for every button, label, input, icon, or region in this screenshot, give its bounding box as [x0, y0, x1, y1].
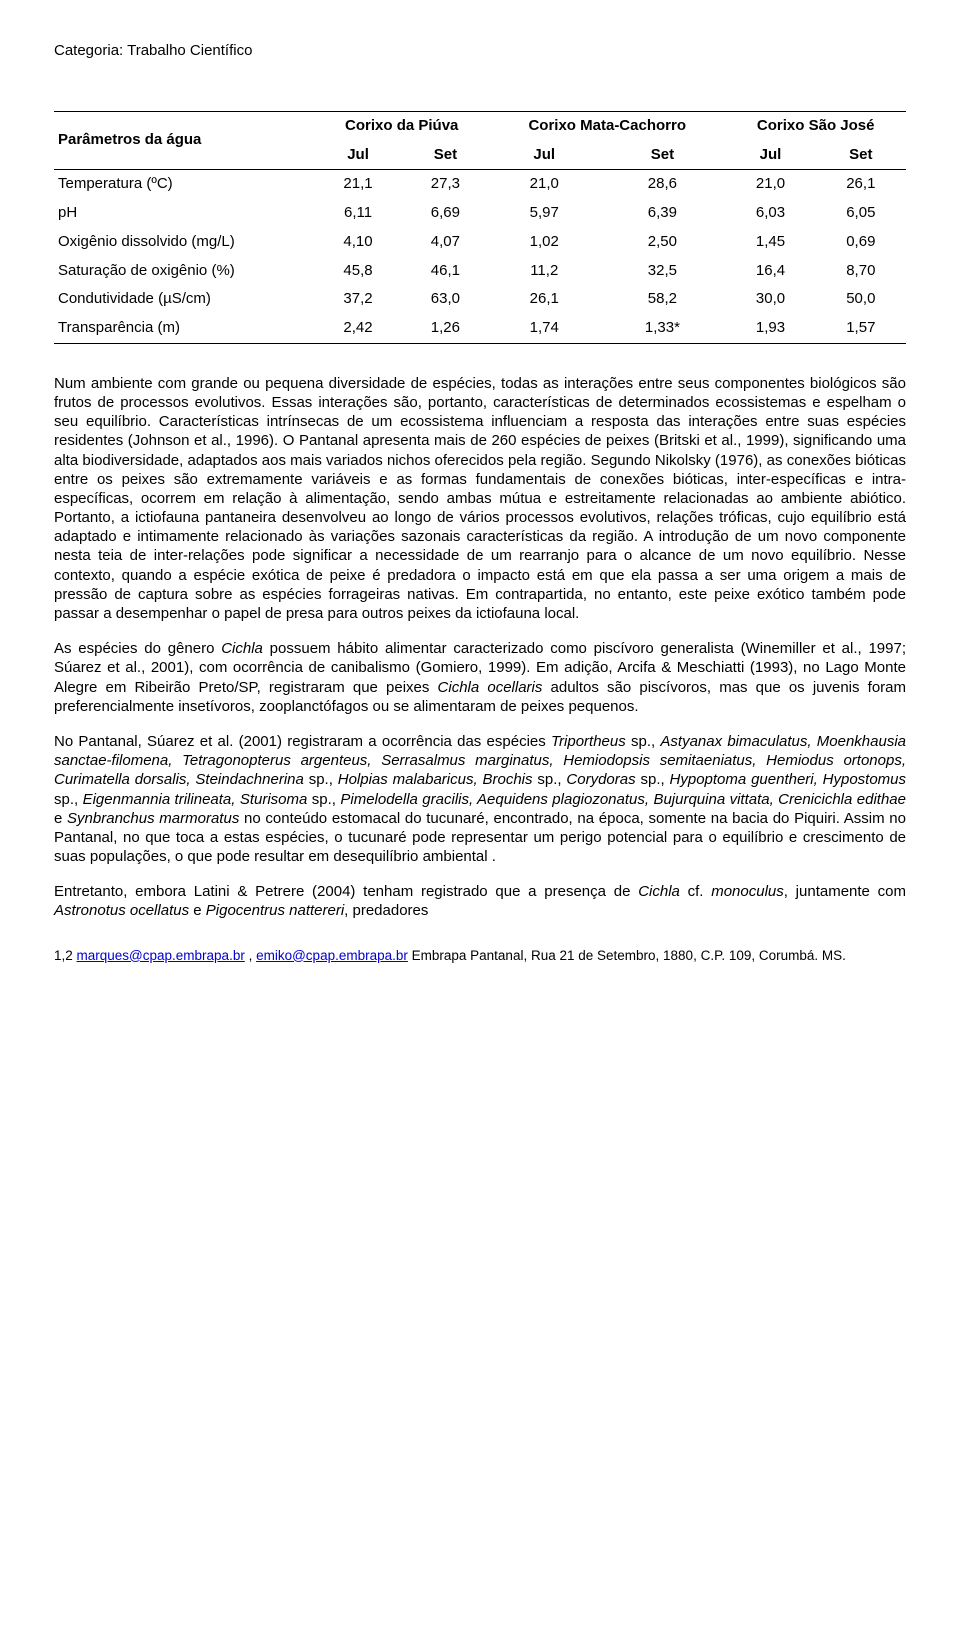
- category-text: Categoria: Trabalho Científico: [54, 42, 906, 61]
- table-cell: 0,69: [816, 228, 906, 257]
- table-cell: 6,39: [599, 199, 725, 228]
- table-cell: 27,3: [402, 170, 489, 199]
- table-cell: 4,07: [402, 228, 489, 257]
- text: As espécies do gênero: [54, 640, 221, 657]
- text: e: [189, 902, 206, 919]
- footer: 1,2 marques@cpap.embrapa.br , emiko@cpap…: [54, 947, 906, 965]
- sub-header: Jul: [489, 141, 599, 170]
- text: sp.,: [533, 771, 567, 788]
- text: cf.: [680, 883, 711, 900]
- text: sp.,: [304, 771, 338, 788]
- footer-tail: Embrapa Pantanal, Rua 21 de Setembro, 18…: [408, 948, 846, 963]
- paragraph-2: As espécies do gênero Cichla possuem háb…: [54, 639, 906, 716]
- table-cell: 4,10: [314, 228, 401, 257]
- table-cell: 6,69: [402, 199, 489, 228]
- species: Triportheus: [551, 733, 626, 750]
- table-cell: 1,45: [725, 228, 815, 257]
- group-header: Corixo São José: [725, 111, 906, 140]
- sub-header: Jul: [725, 141, 815, 170]
- text: sp.,: [54, 791, 83, 808]
- text: , juntamente com: [784, 883, 906, 900]
- text: No Pantanal, Súarez et al. (2001) regist…: [54, 733, 551, 750]
- footer-email-link[interactable]: emiko@cpap.embrapa.br: [256, 948, 408, 963]
- table-row-label: pH: [54, 199, 314, 228]
- footer-prefix: 1,2: [54, 948, 77, 963]
- table-cell: 32,5: [599, 257, 725, 286]
- footer-email-link[interactable]: marques@cpap.embrapa.br: [77, 948, 245, 963]
- paragraph-4: Entretanto, embora Latini & Petrere (200…: [54, 882, 906, 920]
- table-cell: 11,2: [489, 257, 599, 286]
- param-header: Parâmetros da água: [54, 111, 314, 170]
- species: Astronotus ocellatus: [54, 902, 189, 919]
- table-row-label: Saturação de oxigênio (%): [54, 257, 314, 286]
- table-cell: 1,02: [489, 228, 599, 257]
- group-header: Corixo Mata-Cachorro: [489, 111, 725, 140]
- sub-header: Jul: [314, 141, 401, 170]
- sub-header: Set: [599, 141, 725, 170]
- table-cell: 1,26: [402, 314, 489, 343]
- species: Cichla: [638, 883, 680, 900]
- table-cell: 2,42: [314, 314, 401, 343]
- table-cell: 8,70: [816, 257, 906, 286]
- text: , predadores: [344, 902, 428, 919]
- table-row-label: Transparência (m): [54, 314, 314, 343]
- table-cell: 6,03: [725, 199, 815, 228]
- group-header: Corixo da Piúva: [314, 111, 489, 140]
- table-cell: 21,0: [725, 170, 815, 199]
- table-row-label: Condutividade (µS/cm): [54, 285, 314, 314]
- footer-sep: ,: [245, 948, 256, 963]
- table-cell: 6,05: [816, 199, 906, 228]
- species: Pigocentrus nattereri: [206, 902, 344, 919]
- table-cell: 26,1: [816, 170, 906, 199]
- species: Eigenmannia trilineata, Sturisoma: [83, 791, 308, 808]
- text: sp.,: [636, 771, 670, 788]
- table-cell: 1,33*: [599, 314, 725, 343]
- sub-header: Set: [402, 141, 489, 170]
- paragraph-3: No Pantanal, Súarez et al. (2001) regist…: [54, 732, 906, 866]
- table-cell: 63,0: [402, 285, 489, 314]
- table-cell: 50,0: [816, 285, 906, 314]
- table-cell: 30,0: [725, 285, 815, 314]
- table-cell: 1,93: [725, 314, 815, 343]
- species: Holpias malabaricus, Brochis: [338, 771, 533, 788]
- table-cell: 37,2: [314, 285, 401, 314]
- paragraph-1: Num ambiente com grande ou pequena diver…: [54, 374, 906, 623]
- species: Pimelodella gracilis, Aequidens plagiozo…: [340, 791, 906, 808]
- table-cell: 16,4: [725, 257, 815, 286]
- table-cell: 26,1: [489, 285, 599, 314]
- table-cell: 1,74: [489, 314, 599, 343]
- species: Hypoptoma guentheri, Hypostomus: [670, 771, 907, 788]
- text: sp.,: [307, 791, 340, 808]
- text: sp.,: [626, 733, 661, 750]
- table-row-label: Temperatura (ºC): [54, 170, 314, 199]
- table-cell: 21,1: [314, 170, 401, 199]
- sub-header: Set: [816, 141, 906, 170]
- text: Entretanto, embora Latini & Petrere (200…: [54, 883, 638, 900]
- species: Corydoras: [566, 771, 635, 788]
- table-cell: 2,50: [599, 228, 725, 257]
- table-cell: 45,8: [314, 257, 401, 286]
- table-cell: 6,11: [314, 199, 401, 228]
- table-cell: 28,6: [599, 170, 725, 199]
- species: monoculus: [711, 883, 784, 900]
- table-cell: 58,2: [599, 285, 725, 314]
- species: Synbranchus marmoratus: [67, 810, 239, 827]
- table-cell: 5,97: [489, 199, 599, 228]
- table-row-label: Oxigênio dissolvido (mg/L): [54, 228, 314, 257]
- species: Cichla ocellaris: [438, 679, 543, 696]
- parameters-table: Parâmetros da água Corixo da Piúva Corix…: [54, 111, 906, 344]
- species: Cichla: [221, 640, 263, 657]
- table-cell: 1,57: [816, 314, 906, 343]
- table-cell: 21,0: [489, 170, 599, 199]
- table-cell: 46,1: [402, 257, 489, 286]
- text: e: [54, 810, 67, 827]
